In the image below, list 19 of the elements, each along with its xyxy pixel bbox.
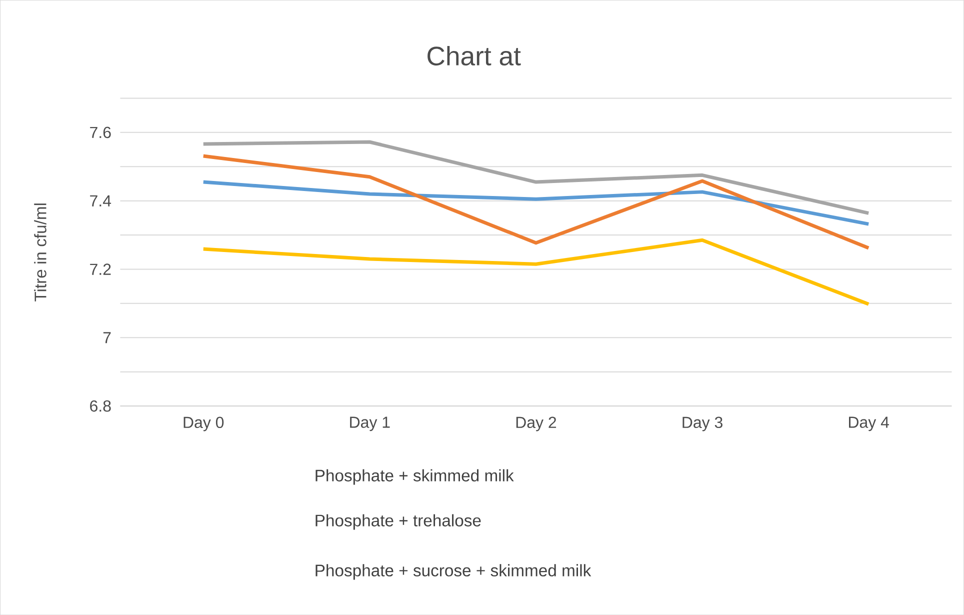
line-series xyxy=(202,238,870,306)
x-tick-label: Day 3 xyxy=(682,416,722,432)
y-tick-label: 6.8 xyxy=(90,400,111,412)
x-tick-label: Day 1 xyxy=(350,416,390,431)
y-tick-label: 7.6 xyxy=(90,126,111,138)
text: Phosphate + trehalose xyxy=(316,514,481,530)
line-series xyxy=(202,154,870,250)
y-tick-label: 7 xyxy=(103,332,111,344)
x-tick-label: Day 4 xyxy=(849,416,889,431)
text: Phosphate + sucrose + skimmed milk xyxy=(316,564,592,580)
line-series xyxy=(202,180,870,226)
y-tick-label: 7.4 xyxy=(90,195,112,206)
text: Phosphate + skimmed milk xyxy=(316,469,514,485)
chart-title: Chart at xyxy=(428,46,521,66)
x-tick-label: Day 0 xyxy=(184,416,224,432)
y-axis-title: Titre in cfu/ml xyxy=(34,203,46,302)
line-series xyxy=(202,140,870,215)
x-tick-label: Day 2 xyxy=(516,416,556,432)
y-tick-label: 7.2 xyxy=(90,264,111,275)
